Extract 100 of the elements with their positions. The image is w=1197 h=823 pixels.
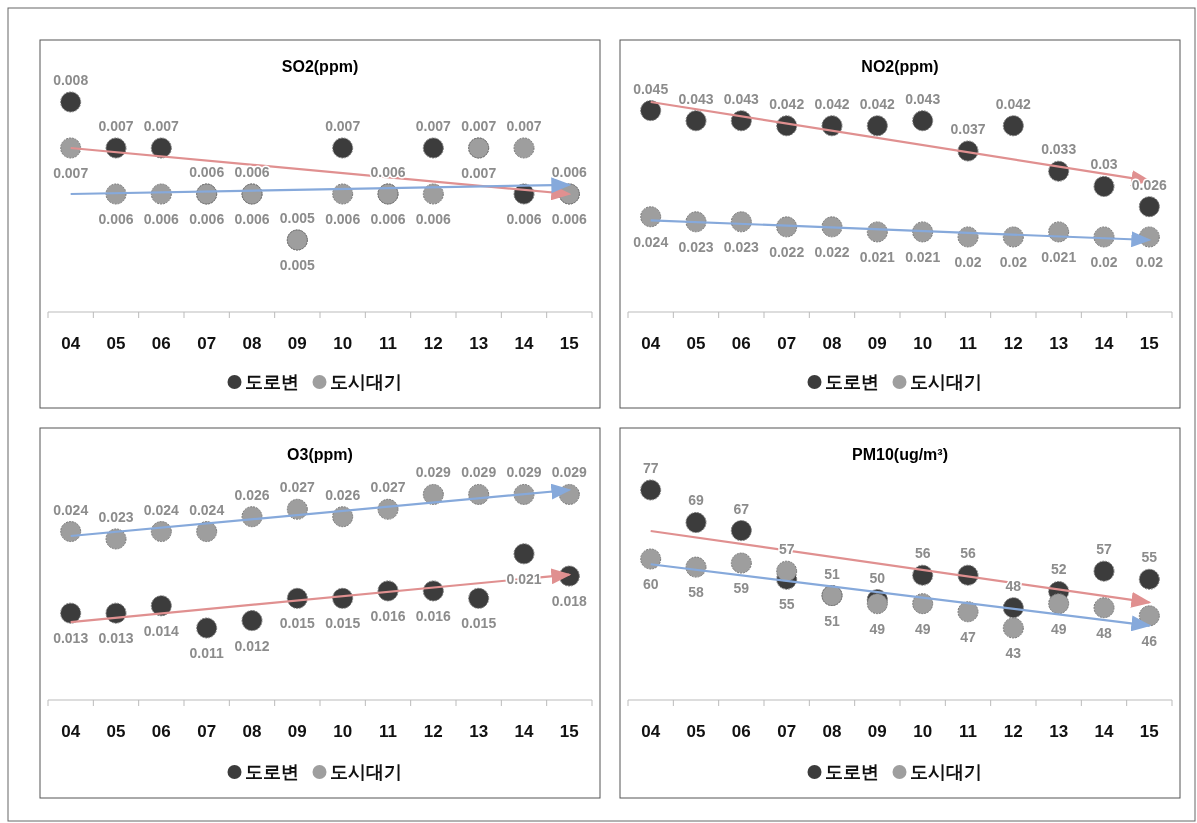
- data-label: 0.006: [506, 211, 542, 227]
- data-label: 0.042: [814, 95, 850, 112]
- x-tick-label: 15: [1139, 334, 1159, 353]
- data-label: 47: [960, 628, 976, 645]
- x-tick-label: 12: [1003, 722, 1023, 741]
- chart-title: SO2(ppm): [281, 58, 359, 75]
- data-label: 0.006: [370, 211, 406, 227]
- legend-label: 도로변: [244, 762, 299, 782]
- data-label: 0.007: [98, 118, 134, 134]
- data-label: 0.026: [234, 486, 270, 503]
- data-label: 0.043: [678, 90, 714, 107]
- data-label: 0.007: [506, 118, 542, 134]
- x-tick-label: 07: [777, 722, 797, 741]
- legend-label: 도시대기: [329, 762, 402, 782]
- data-label: 0.033: [1041, 141, 1077, 158]
- data-label: 0.029: [506, 464, 542, 481]
- x-tick-label: 06: [731, 334, 751, 353]
- data-label: 0.023: [678, 238, 714, 255]
- data-label: 0.024: [53, 501, 89, 518]
- data-label: 0.007: [461, 165, 497, 181]
- data-label: 0.026: [325, 486, 361, 503]
- x-tick-label: 04: [641, 722, 661, 741]
- legend-label: 도시대기: [909, 372, 982, 392]
- x-tick-label: 05: [106, 334, 126, 353]
- data-label: 0.018: [551, 593, 588, 610]
- x-tick-label: 15: [559, 334, 579, 353]
- x-tick-label: 08: [822, 722, 842, 741]
- data-label: 0.022: [769, 243, 805, 260]
- data-label: 0.042: [769, 95, 805, 112]
- data-label: 60: [642, 576, 659, 592]
- data-label: 0.007: [461, 118, 497, 134]
- data-label: 0.026: [1131, 176, 1168, 193]
- x-tick-label: 05: [106, 722, 126, 741]
- x-tick-label: 13: [1049, 722, 1069, 741]
- data-label: 51: [824, 612, 840, 629]
- data-label: 0.027: [279, 479, 316, 496]
- x-tick-label: 12: [423, 334, 443, 353]
- x-tick-label: 13: [469, 722, 489, 741]
- x-tick-label: 05: [686, 722, 706, 741]
- x-tick-label: 11: [379, 334, 397, 353]
- chart-title: O3(ppm): [287, 446, 353, 463]
- x-tick-label: 04: [641, 334, 661, 353]
- data-label: 0.006: [325, 211, 361, 227]
- x-tick-label: 09: [867, 334, 887, 353]
- data-label: 48: [1096, 624, 1112, 641]
- x-tick-label: 04: [61, 722, 81, 741]
- x-tick-label: 12: [1003, 334, 1023, 353]
- data-label: 0.007: [415, 118, 452, 134]
- data-label: 0.006: [98, 211, 134, 227]
- data-label: 0.022: [814, 243, 850, 260]
- legend-label: 도로변: [824, 372, 879, 392]
- data-label: 49: [914, 620, 931, 637]
- data-label: 0.006: [551, 211, 588, 227]
- x-tick-label: 08: [242, 334, 262, 353]
- data-label: 0.005: [279, 210, 316, 226]
- x-tick-label: 11: [959, 334, 977, 353]
- data-label: 57: [1096, 541, 1112, 558]
- data-label: 0.029: [551, 464, 588, 481]
- data-label: 0.042: [859, 95, 896, 112]
- data-label: 0.045: [633, 80, 669, 97]
- data-label: 0.006: [143, 211, 180, 227]
- data-label: 0.011: [189, 645, 225, 661]
- x-tick-label: 11: [959, 722, 977, 741]
- data-label: 0.014: [143, 622, 180, 639]
- data-label: 0.029: [461, 464, 497, 481]
- data-label: 0.006: [370, 164, 406, 180]
- x-tick-label: 09: [867, 722, 887, 741]
- data-label: 0.005: [279, 257, 316, 273]
- x-tick-label: 08: [242, 722, 262, 741]
- data-label: 0.023: [98, 508, 134, 525]
- x-tick-label: 15: [559, 722, 579, 741]
- x-tick-label: 06: [151, 334, 171, 353]
- data-label: 0.007: [325, 118, 361, 134]
- data-label: 0.043: [723, 90, 760, 107]
- data-label: 0.02: [954, 253, 982, 270]
- x-tick-label: 10: [913, 722, 933, 741]
- x-tick-label: 04: [61, 334, 81, 353]
- chart-title: PM10(ug/m³): [852, 446, 948, 463]
- data-label: 0.02: [1090, 253, 1118, 270]
- data-label: 0.043: [905, 90, 941, 107]
- data-label: 0.008: [53, 72, 89, 88]
- x-tick-label: 07: [197, 722, 217, 741]
- data-label: 55: [778, 596, 795, 613]
- x-tick-label: 14: [514, 722, 534, 741]
- data-label: 0.024: [189, 501, 225, 518]
- x-tick-label: 05: [686, 334, 706, 353]
- data-label: 0.007: [53, 165, 89, 181]
- data-label: 59: [733, 580, 750, 597]
- data-label: 0.006: [189, 211, 225, 227]
- x-tick-label: 07: [777, 334, 797, 353]
- chart-title: NO2(ppm): [861, 58, 939, 75]
- x-tick-label: 06: [151, 722, 171, 741]
- data-label: 50: [869, 569, 886, 586]
- data-label: 56: [914, 545, 931, 562]
- data-label: 0.012: [234, 637, 270, 654]
- x-tick-label: 14: [1094, 334, 1114, 353]
- x-tick-label: 09: [287, 334, 307, 353]
- data-label: 0.007: [143, 118, 180, 134]
- data-label: 0.029: [415, 464, 452, 481]
- data-label: 0.015: [279, 615, 316, 632]
